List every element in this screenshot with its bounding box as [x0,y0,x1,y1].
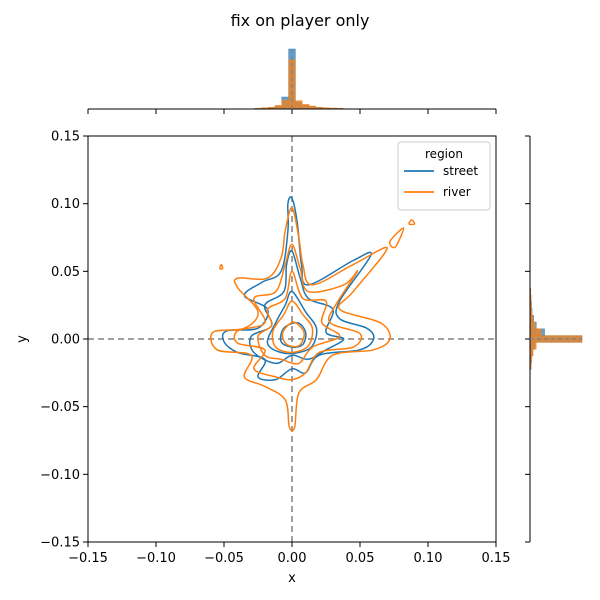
right-marginal-bars [529,288,583,370]
river-top-bar [274,105,282,110]
river-contour-7 [219,263,224,270]
y-tick-label: −0.15 [40,536,80,551]
x-tick-label: −0.15 [68,551,108,566]
legend-label-street: street [443,164,478,178]
legend-items: street river [404,164,478,199]
river-contour-1 [233,243,363,381]
legend-title: region [425,147,463,161]
river-contour-0 [210,206,391,432]
x-axis-ticks: −0.15 −0.10 −0.05 0.00 0.05 0.10 0.15 [68,542,510,566]
right-marginal-histogram [525,135,583,543]
street-contour-3 [279,321,307,348]
y-axis-label: y [15,335,30,343]
top-marginal-histogram [87,48,497,114]
y-tick-label: 0.15 [51,130,80,145]
street-contour-2 [266,290,318,355]
legend: region street river [397,141,491,211]
x-tick-label: 0.10 [414,551,443,566]
right-marginal-ticks [525,135,582,543]
top-marginal-ticks [87,49,497,114]
y-axis-ticks: −0.15 −0.10 −0.05 0.00 0.05 0.10 0.15 [40,130,88,551]
main-plot-area: −0.15 −0.10 −0.05 0.00 0.05 0.10 0.15 −0.15−0.… [15,130,510,587]
kde-contours [210,196,416,432]
river-contour-6 [388,227,405,249]
x-axis-label: x [288,571,296,586]
x-tick-label: 0.05 [346,551,375,566]
y-tick-label: 0.10 [51,197,80,212]
legend-box [397,141,491,211]
river-right-bar [529,328,542,336]
reference-lines [88,136,496,542]
river-contour-4 [281,321,305,348]
x-tick-label: −0.05 [204,551,244,566]
y-tick-label: −0.05 [40,400,80,415]
y-tick-label: −0.10 [40,468,80,483]
legend-label-river: river [443,185,471,199]
top-marginal-bars [254,48,344,110]
river-right-bar [529,342,537,350]
x-tick-label: 0.15 [482,551,511,566]
river-top-bar [295,100,303,110]
chart-title: fix on player only [231,11,370,30]
x-tick-label: −0.10 [136,551,176,566]
river-top-bar [281,99,289,110]
river-top-bar [302,103,310,110]
street-contour-1 [248,249,345,365]
y-tick-label: 0.00 [51,333,80,348]
river-contour-5 [408,219,416,226]
y-tick-label: 0.05 [51,265,80,280]
river-right-bar [529,321,536,330]
street-contour-0 [221,196,375,382]
river-contour-3 [271,300,314,354]
river-contour-2 [257,270,341,365]
x-tick-label: 0.00 [278,551,307,566]
